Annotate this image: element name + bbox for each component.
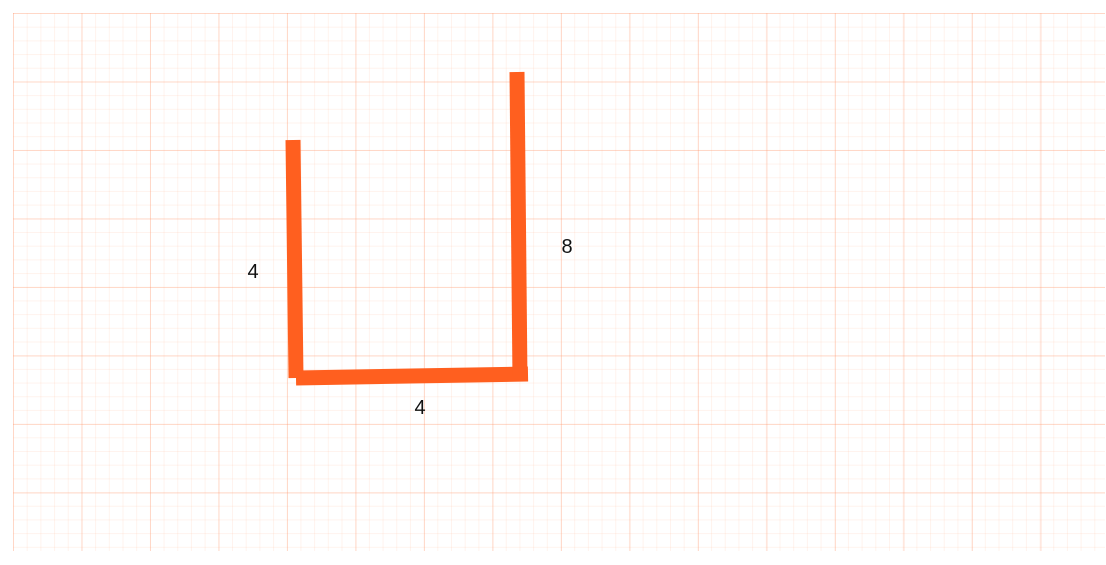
bottom-segment-length-label: 4	[414, 397, 425, 419]
left-segment-length-label: 4	[247, 261, 258, 283]
left-segment	[285, 139, 304, 379]
right-segment	[509, 71, 528, 382]
bottom-segment	[295, 366, 529, 386]
graph-paper-grid	[13, 13, 1105, 551]
right-segment-length-label: 8	[561, 236, 572, 258]
